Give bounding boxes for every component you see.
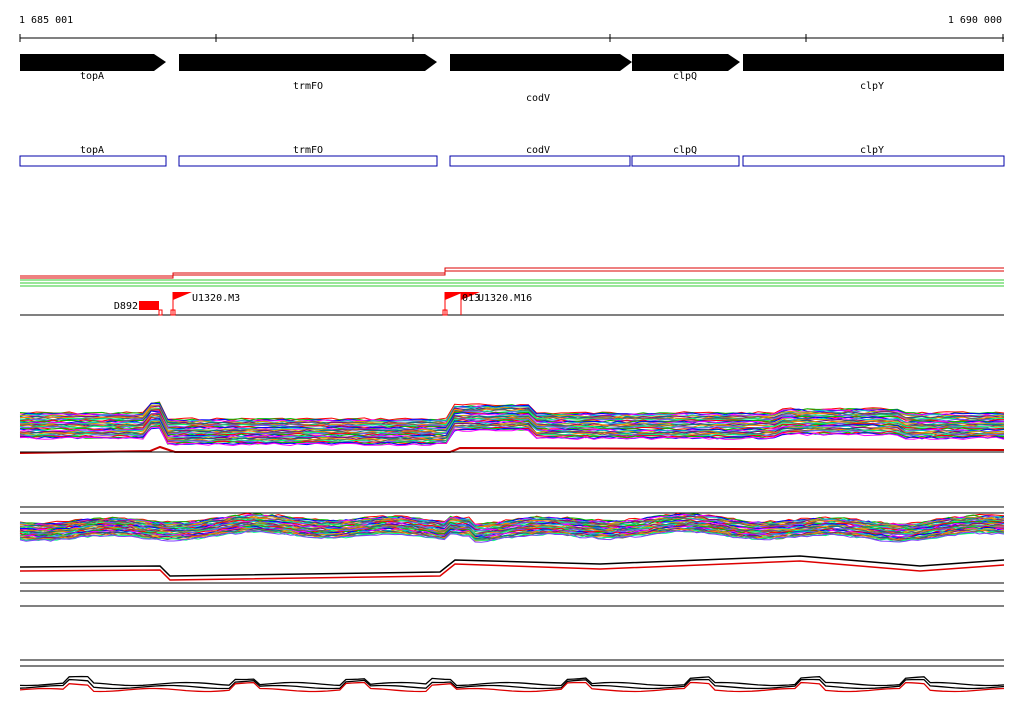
ruler-start-label: 1 685 001 xyxy=(19,15,73,26)
cds-label: clpQ xyxy=(673,145,697,156)
gene-trmFO[interactable]: trmFO xyxy=(179,54,437,92)
cds-label: topA xyxy=(80,145,104,156)
signal-lines xyxy=(19,401,1005,447)
coverage-red-lines xyxy=(20,267,1004,279)
signal-line xyxy=(19,678,1005,690)
gene-label: clpQ xyxy=(673,71,697,82)
gene-clpQ[interactable]: clpQ xyxy=(632,54,740,82)
signal-line xyxy=(19,528,1005,541)
signal-black-line xyxy=(19,555,1005,577)
feature-D892[interactable]: D892 xyxy=(114,301,163,316)
gene-arrow[interactable] xyxy=(20,54,166,71)
gene-arrow[interactable] xyxy=(743,54,1004,71)
gene-label: topA xyxy=(80,71,104,82)
cds-box-trmFO[interactable]: trmFO xyxy=(178,145,438,167)
signal-red-line xyxy=(19,560,1005,581)
flag-icon xyxy=(461,292,480,300)
cds-rect[interactable] xyxy=(742,155,1005,167)
cds-box-clpY[interactable]: clpY xyxy=(742,145,1005,167)
gene-arrow[interactable] xyxy=(632,54,740,71)
signal-line xyxy=(19,515,1005,528)
feature-stub xyxy=(442,309,448,316)
ruler-end-label: 1 690 000 xyxy=(948,15,1002,26)
feature-stub xyxy=(170,309,176,316)
signal-track-1 xyxy=(19,401,1005,454)
gene-topA[interactable]: topA xyxy=(20,54,166,82)
feature-label: U1320.M16 xyxy=(478,293,532,304)
signal-lines xyxy=(19,675,1005,693)
signal-line xyxy=(19,675,1005,687)
coverage-green-lines xyxy=(20,279,1004,287)
ruler-ticks xyxy=(19,34,1004,42)
feature-U1320-M16[interactable]: 013 U1320.M16 xyxy=(442,292,532,316)
signal-line xyxy=(19,681,1005,693)
cds-label: trmFO xyxy=(293,145,323,156)
cds-box-clpQ[interactable]: clpQ xyxy=(631,145,740,167)
gene-clpY[interactable]: clpY xyxy=(743,54,1004,92)
signal-line xyxy=(19,421,1005,441)
cds-track: topA trmFO codV clpQ clpY xyxy=(19,145,1005,167)
feature-track: D892 U1320.M3 013 U1320.M16 xyxy=(20,292,1004,316)
feature-label-overlap: 013 xyxy=(462,293,480,304)
cds-rect[interactable] xyxy=(178,155,438,167)
signal-track-3 xyxy=(19,659,1005,693)
feature-label: U1320.M3 xyxy=(192,293,240,304)
signal-line xyxy=(19,405,1005,425)
signal-line xyxy=(19,513,1005,526)
gene-codV[interactable]: codV xyxy=(450,54,632,104)
signal-line xyxy=(19,426,1005,447)
gene-label: codV xyxy=(526,93,550,104)
signal-line xyxy=(19,514,1005,527)
coverage-lines-track xyxy=(20,267,1004,287)
feature-stub xyxy=(158,309,163,316)
signal-track-2 xyxy=(19,506,1005,607)
feature-marker[interactable] xyxy=(139,301,159,310)
signal-line xyxy=(20,410,1005,428)
signal-line xyxy=(19,410,1005,430)
cds-rect[interactable] xyxy=(631,155,740,167)
coordinate-ruler: 1 685 001 1 690 000 xyxy=(19,15,1004,42)
cds-label: codV xyxy=(526,145,550,156)
signal-line xyxy=(19,530,1005,543)
gene-arrow[interactable] xyxy=(179,54,437,71)
feature-U1320-M3[interactable]: U1320.M3 xyxy=(170,292,240,316)
gene-label: clpY xyxy=(860,81,884,92)
cds-box-codV[interactable]: codV xyxy=(449,145,631,167)
gene-track: topA trmFO codV clpQ clpY xyxy=(20,54,1004,104)
cds-rect[interactable] xyxy=(19,155,167,167)
cds-label: clpY xyxy=(860,145,884,156)
cds-box-topA[interactable]: topA xyxy=(19,145,167,167)
feature-label: D892 xyxy=(114,301,138,312)
flag-icon xyxy=(445,292,464,300)
cds-rect[interactable] xyxy=(449,155,631,167)
gene-arrow[interactable] xyxy=(450,54,632,71)
gene-label: trmFO xyxy=(293,81,323,92)
signal-lines xyxy=(19,512,1005,543)
flag-icon xyxy=(173,292,192,300)
